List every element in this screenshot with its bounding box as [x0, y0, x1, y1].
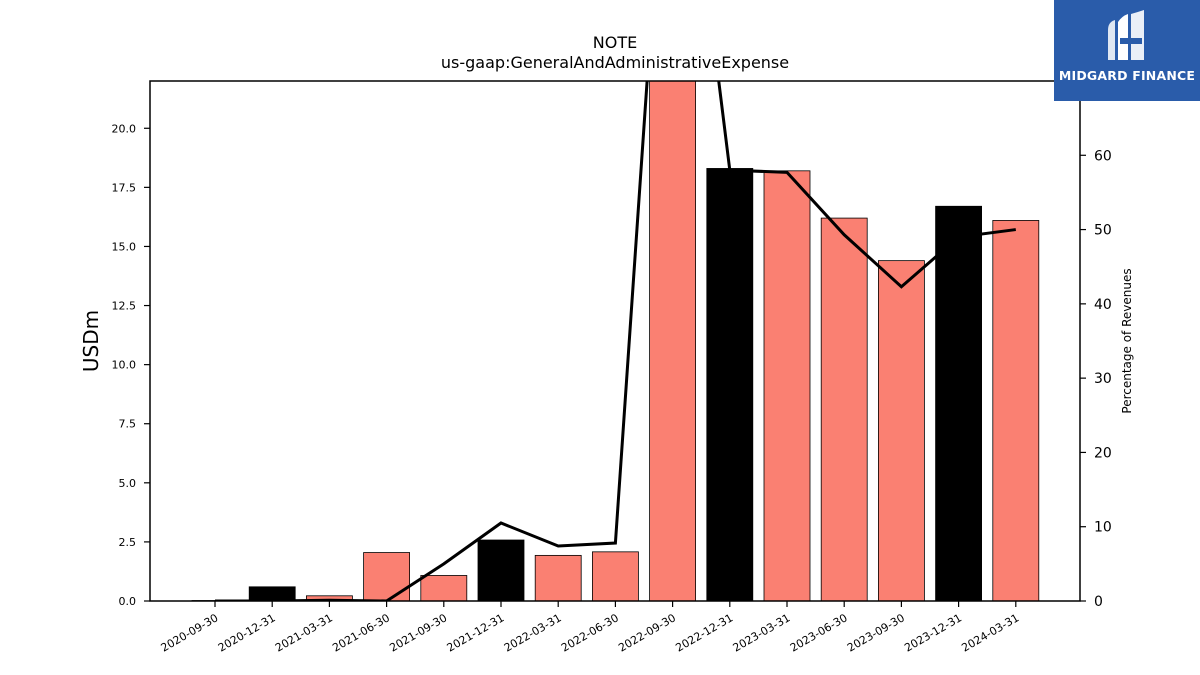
- y2-tick-label: 10: [1094, 520, 1112, 536]
- bar-2023-12-31: [935, 205, 982, 602]
- x-tick-label: 2021-06-30: [330, 611, 392, 654]
- bar-2023-09-30: [878, 260, 925, 602]
- x-tick-label: 2023-09-30: [845, 611, 907, 654]
- midgard-logo-icon: [1108, 10, 1144, 60]
- midgard-logo: MIDGARD FINANCE: [1054, 0, 1200, 101]
- x-tick-label: 2023-06-30: [788, 611, 850, 654]
- y2-tick-label: 30: [1094, 371, 1112, 387]
- y-tick-label: 7.5: [119, 418, 137, 431]
- x-tick-label: 2022-03-31: [502, 611, 564, 654]
- y-tick-label: 15.0: [112, 240, 137, 253]
- x-tick-label: 2020-12-31: [216, 611, 278, 654]
- logo-text: MIDGARD FINANCE: [1058, 68, 1196, 83]
- bar-2022-12-31: [706, 168, 754, 602]
- y-tick-label: 2.5: [119, 536, 137, 549]
- x-tick-label: 2021-09-30: [387, 611, 449, 654]
- plot-frame: [149, 80, 1081, 602]
- y2-tick-label: 50: [1094, 223, 1112, 239]
- bar-2021-06-30: [363, 552, 411, 602]
- bar-2024-03-31: [992, 220, 1040, 602]
- x-tick-label: 2024-03-31: [959, 611, 1021, 654]
- y-tick-label: 17.5: [112, 181, 137, 194]
- x-tick-label: 2023-12-31: [902, 611, 964, 654]
- x-tick-label: 2020-09-30: [159, 611, 221, 654]
- bar-2023-06-30: [820, 217, 868, 602]
- y2-tick-label: 40: [1094, 297, 1112, 313]
- chart-subtitle: us-gaap:GeneralAndAdministrativeExpense: [441, 53, 789, 72]
- y2-axis-label: Percentage of Revenues: [1120, 268, 1134, 413]
- x-tick-label: 2022-09-30: [616, 611, 678, 654]
- x-tick-label: 2022-06-30: [559, 611, 621, 654]
- bar-2022-09-30: [649, 80, 696, 602]
- y-tick-label: 10.0: [112, 359, 137, 372]
- bar-2023-03-31: [763, 170, 811, 602]
- bar-2022-03-31: [534, 554, 582, 602]
- y2-tick-label: 20: [1094, 445, 1112, 461]
- y-tick-label: 0.0: [119, 595, 137, 608]
- y-axis-label: USDm: [79, 310, 103, 372]
- y-tick-label: 12.5: [112, 300, 137, 313]
- x-tick-label: 2021-12-31: [445, 611, 507, 654]
- bar-2020-12-31: [248, 586, 296, 602]
- x-tick-label: 2023-03-31: [731, 611, 793, 654]
- x-tick-label: 2021-03-31: [273, 611, 335, 654]
- y-tick-label: 20.0: [112, 122, 137, 135]
- chart-title: NOTE: [593, 33, 637, 52]
- x-tick-label: 2022-12-31: [673, 611, 735, 654]
- y-tick-label: 5.0: [119, 477, 137, 490]
- bar-2022-06-30: [592, 551, 639, 602]
- y2-tick-label: 60: [1094, 148, 1112, 164]
- bar-2021-09-30: [420, 575, 468, 602]
- y2-tick-label: 0: [1094, 594, 1103, 610]
- bar-2021-12-31: [477, 539, 525, 602]
